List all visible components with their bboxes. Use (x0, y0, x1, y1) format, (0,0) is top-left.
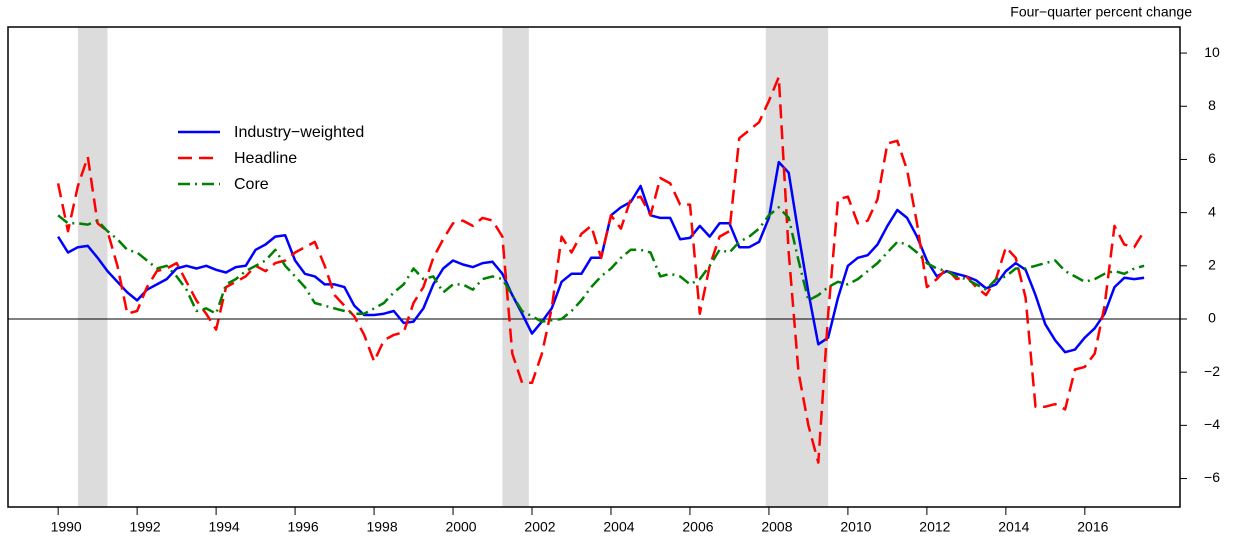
shaded-period (77, 27, 108, 507)
y-axis-label: Four−quarter percent change (1010, 4, 1192, 20)
shaded-period (502, 27, 529, 507)
x-tick-label: 1998 (366, 519, 397, 535)
y-tick-label: 10 (1204, 44, 1220, 60)
x-tick-label: 2000 (445, 519, 476, 535)
y-tick-label: −6 (1204, 469, 1220, 485)
x-tick-label: 1994 (209, 519, 240, 535)
legend-label: Core (234, 176, 269, 193)
legend-label: Headline (234, 150, 297, 167)
x-tick-label: 2010 (840, 519, 871, 535)
x-tick-label: 2006 (682, 519, 713, 535)
x-tick-label: 1990 (51, 519, 82, 535)
x-tick-label: 2008 (761, 519, 792, 535)
y-tick-label: −4 (1204, 416, 1220, 432)
legend-label: Industry−weighted (234, 124, 364, 141)
y-tick-label: −2 (1204, 363, 1220, 379)
plot-frame (7, 26, 1181, 508)
y-tick-label: 6 (1208, 150, 1216, 166)
legend: Industry−weighted Headline Core (178, 124, 364, 193)
x-tick-label: 2016 (1077, 519, 1108, 535)
y-tick-label: 8 (1208, 97, 1216, 113)
shaded-period (765, 27, 829, 507)
series-line (56, 75, 1146, 464)
y-tick-label: 2 (1208, 257, 1216, 273)
x-tick-label: 2004 (603, 519, 634, 535)
y-tick-label: 4 (1208, 203, 1216, 219)
y-tick-label: 0 (1208, 310, 1216, 326)
x-tick-label: 1996 (287, 519, 318, 535)
series-line (57, 206, 1145, 323)
x-tick-label: 2002 (524, 519, 555, 535)
x-tick-label: 2012 (919, 519, 950, 535)
x-tick-label: 1992 (130, 519, 161, 535)
x-tick-label: 2014 (998, 519, 1029, 535)
